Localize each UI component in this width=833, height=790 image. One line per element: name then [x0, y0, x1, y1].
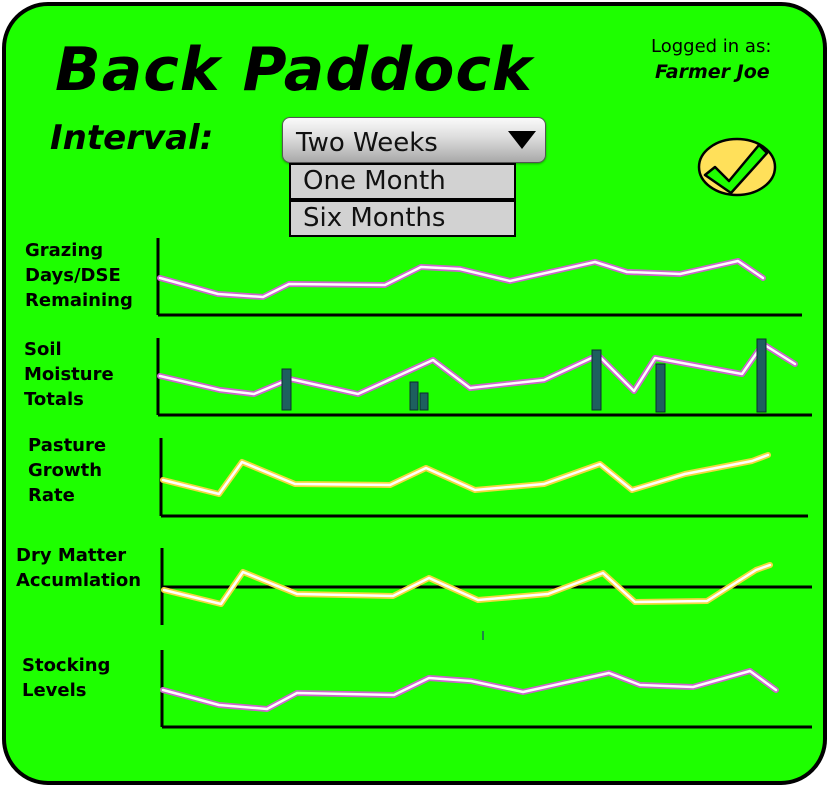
logged-in-label: Logged in as: — [651, 36, 772, 57]
soil-chart-bar — [756, 338, 767, 413]
dropdown-option-six-months[interactable]: Six Months — [289, 200, 516, 237]
grazing-chart-trend-line — [158, 259, 765, 299]
soil-chart-bar — [419, 392, 429, 411]
chevron-down-icon[interactable] — [508, 131, 536, 149]
pasture-chart-trend-line — [161, 453, 770, 496]
user-name: Farmer Joe — [655, 61, 770, 83]
soil-chart-trend-line — [158, 342, 797, 396]
row-label-soil-moisture: Soil Moisture Totals — [24, 339, 114, 410]
soil-chart-bar — [591, 349, 602, 411]
page-title: Back Paddock — [55, 35, 533, 105]
soil-chart-bar — [281, 368, 292, 411]
row-label-dry-matter: Dry Matter Accumlation — [16, 545, 142, 591]
dropdown-option-one-month[interactable]: One Month — [289, 163, 516, 200]
row-label-stocking-levels: Stocking Levels — [22, 655, 111, 701]
row-label-grazing-days: Grazing Days/DSE Remaining — [25, 240, 133, 311]
grazing-chart-trend-line-outline — [157, 258, 766, 300]
confirm-button[interactable] — [697, 137, 777, 197]
soil-chart-bar — [409, 381, 419, 411]
soil-chart-bar — [655, 363, 666, 413]
interval-selected-value: Two Weeks — [296, 128, 438, 158]
row-label-pasture-growth: Pasture Growth Rate — [28, 435, 107, 506]
checkmark-icon — [703, 143, 769, 195]
pasture-chart-trend-line-outline — [160, 452, 771, 497]
interval-label: Interval: — [50, 118, 214, 158]
drymatter-chart-trend-line-outline — [161, 562, 773, 607]
interval-select[interactable]: Two Weeks — [282, 117, 546, 163]
stocking-chart-trend-line — [161, 669, 778, 711]
stocking-chart-trend-line-outline — [160, 668, 779, 712]
drymatter-chart-trend-line — [162, 563, 772, 606]
